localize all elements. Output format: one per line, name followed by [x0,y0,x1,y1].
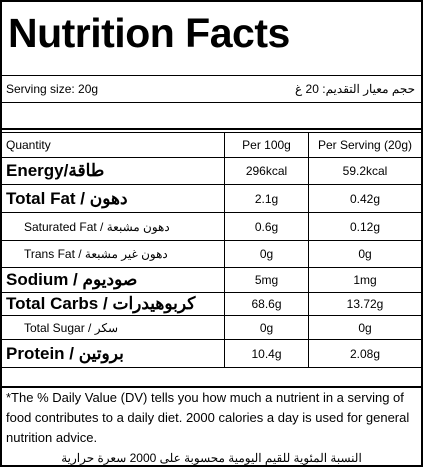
serving-size: Serving size: 20g [6,82,99,96]
nutrient-value: 0g [308,240,421,268]
footnote-arabic: النسبة المئوية للقيم اليومية محسوبة على … [61,451,362,465]
nutrient-name: Protein / بروتين [2,339,225,368]
nutrient-row: Total Carbs / كربوهيدرات 68.6g 13.72g [2,292,421,316]
nutrient-value: 0g [224,240,309,268]
nutrient-name: Energy/طاقة [2,157,225,185]
nutrient-row: Trans Fat / دهون غير مشبعة 0g 0g [2,240,421,268]
header-cell: Quantity [2,132,225,158]
divider [2,128,421,130]
nutrient-row: Saturated Fat / دهون مشبعة 0.6g 0.12g [2,212,421,241]
nutrient-row: Sodium / صوديوم 5mg 1mg [2,267,421,293]
title: Nutrition Facts [8,10,290,56]
nutrient-value: 296kcal [224,157,309,185]
nutrient-name: Total Carbs / كربوهيدرات [2,292,225,316]
nutrient-value: 2.1g [224,184,309,213]
footnote-english: *The % Daily Value (DV) tells you how mu… [6,390,410,445]
nutrient-name: Total Fat / دهون [2,184,225,213]
nutrient-value: 0g [308,315,421,340]
nutrient-value: 0.42g [308,184,421,213]
nutrient-value: 0.12g [308,212,421,241]
nutrient-row: Total Fat / دهون 2.1g 0.42g [2,184,421,213]
nutrient-name: Sodium / صوديوم [2,267,225,293]
header-cell: Per 100g [224,132,309,158]
nutrient-value: 10.4g [224,339,309,368]
nutrient-row: Protein / بروتين 10.4g 2.08g [2,339,421,368]
nutrient-name: Trans Fat / دهون غير مشبعة [2,240,225,268]
nutrient-value: 0g [224,315,309,340]
nutrient-row: Total Sugar / سكر 0g 0g [2,315,421,340]
footnote: *The % Daily Value (DV) tells you how mu… [2,386,421,465]
header-row: Quantity Per 100g Per Serving (20g) [2,132,421,158]
serving-size-arabic: حجم معيار التقديم: 20 غ [295,82,415,96]
nutrient-value: 13.72g [308,292,421,316]
nutrient-value: 68.6g [224,292,309,316]
nutrient-value: 2.08g [308,339,421,368]
nutrient-name: Total Sugar / سكر [2,315,225,340]
header-cell: Per Serving (20g) [308,132,421,158]
nutrient-table: Quantity Per 100g Per Serving (20g) Ener… [2,132,421,368]
nutrient-row: Energy/طاقة 296kcal 59.2kcal [2,157,421,185]
serving-row: Serving size: 20g حجم معيار التقديم: 20 … [2,75,421,103]
nutrient-value: 1mg [308,267,421,293]
nutrient-value: 59.2kcal [308,157,421,185]
nutrient-value: 0.6g [224,212,309,241]
table-body: Quantity Per 100g Per Serving (20g) Ener… [2,132,421,368]
nutrient-value: 5mg [224,267,309,293]
nutrient-name: Saturated Fat / دهون مشبعة [2,212,225,241]
